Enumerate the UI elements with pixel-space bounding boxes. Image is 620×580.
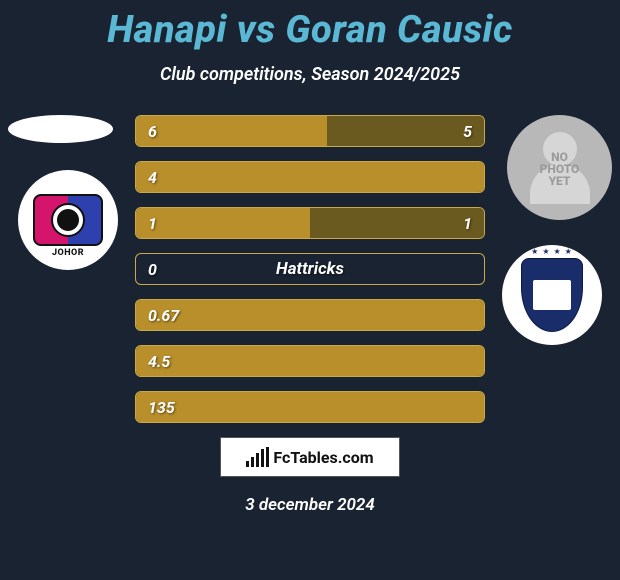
johor-label: JOHOR <box>52 248 84 258</box>
stat-value-left: 135 <box>148 398 175 417</box>
player-left-club-badge: JOHOR <box>18 170 118 270</box>
stat-fill-right <box>310 208 484 238</box>
stat-row: 1Assists1 <box>135 207 485 239</box>
johor-badge-icon: JOHOR <box>33 194 103 246</box>
stat-row: 135Min per goal <box>135 391 485 423</box>
stats-list: 6Matches5 4Goals 1Assists1 0 Hattricks 0.67Go… <box>135 115 485 423</box>
player-right-club-badge: ★ ★ ★ ★ <box>502 245 602 345</box>
stat-row: 4Goals <box>135 161 485 193</box>
stat-value-left: 0 <box>148 260 157 279</box>
bars-icon <box>246 447 269 467</box>
stat-row: 0 Hattricks <box>135 253 485 285</box>
comparison-title: Hanapi vs Goran Causic <box>0 0 620 52</box>
stat-fill-right <box>327 116 484 146</box>
avatar-placeholder-icon <box>8 115 113 143</box>
comparison-subtitle: Club competitions, Season 2024/2025 <box>0 64 620 85</box>
content-area: JOHOR NOPHOTOYET ★ ★ ★ ★ 6Matches5 4Goals… <box>0 115 620 515</box>
stat-value-right: 1 <box>463 214 472 233</box>
stat-value-left: 6 <box>148 122 157 141</box>
stat-fill-left <box>136 208 310 238</box>
no-photo-icon: NOPHOTOYET <box>507 115 612 220</box>
stat-value-left: 1 <box>148 214 157 233</box>
stat-row: 0.67Goals per match <box>135 299 485 331</box>
stat-fill-left <box>136 392 484 422</box>
stat-value-right: 5 <box>463 122 472 141</box>
stat-fill-left <box>136 300 484 330</box>
stat-value-left: 4 <box>148 168 157 187</box>
stat-fill-left <box>136 162 484 192</box>
fctables-logo[interactable]: FcTables.com <box>220 437 400 477</box>
stat-row: 6Matches5 <box>135 115 485 147</box>
stat-fill-left <box>136 116 327 146</box>
footer-brand-text: FcTables.com <box>273 448 373 467</box>
stat-row: 4.5Shots per goal <box>135 345 485 377</box>
player-right-avatar: NOPHOTOYET <box>507 115 612 220</box>
no-photo-text: NOPHOTOYET <box>507 151 612 187</box>
buriram-shield-icon: ★ ★ ★ ★ <box>521 258 583 332</box>
footer-date: 3 december 2024 <box>0 495 620 515</box>
stat-fill-left <box>136 346 484 376</box>
stat-value-left: 0.67 <box>148 306 179 325</box>
stat-value-left: 4.5 <box>148 352 170 371</box>
stat-label: Hattricks <box>276 259 344 279</box>
